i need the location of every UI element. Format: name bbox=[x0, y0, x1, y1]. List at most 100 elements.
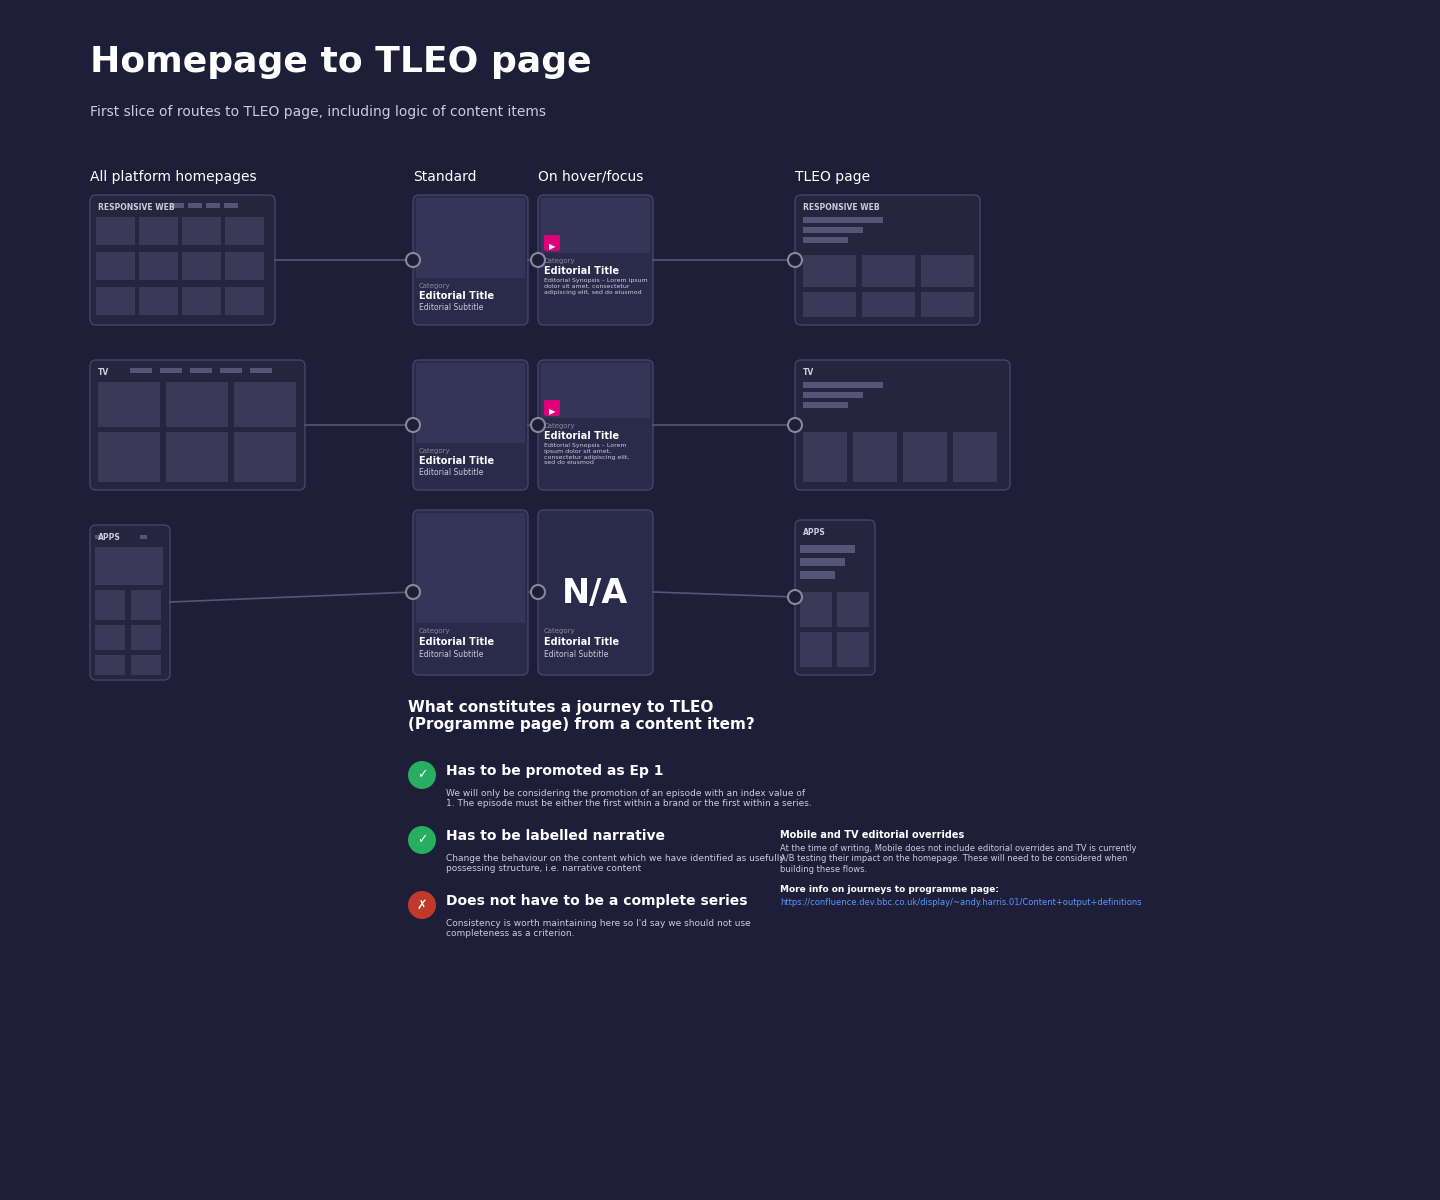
Bar bbox=[922, 254, 973, 287]
Text: Editorial Subtitle: Editorial Subtitle bbox=[544, 650, 608, 659]
Circle shape bbox=[406, 253, 420, 266]
FancyBboxPatch shape bbox=[544, 400, 560, 416]
Circle shape bbox=[408, 826, 436, 854]
Bar bbox=[863, 292, 914, 317]
FancyBboxPatch shape bbox=[539, 510, 652, 674]
Text: Editorial Title: Editorial Title bbox=[419, 290, 494, 301]
Bar bbox=[166, 432, 228, 482]
Bar bbox=[170, 203, 184, 208]
Text: Consistency is worth maintaining here so I'd say we should not use
completeness : Consistency is worth maintaining here so… bbox=[446, 919, 750, 938]
Bar bbox=[837, 592, 868, 626]
Bar bbox=[837, 632, 868, 667]
Text: Editorial Subtitle: Editorial Subtitle bbox=[419, 468, 484, 476]
Bar bbox=[804, 254, 855, 287]
Bar bbox=[233, 382, 297, 427]
Bar bbox=[220, 368, 242, 373]
Text: TV: TV bbox=[804, 368, 814, 377]
Text: All platform homepages: All platform homepages bbox=[89, 170, 256, 184]
Bar bbox=[96, 287, 135, 314]
Bar bbox=[804, 392, 863, 398]
Bar bbox=[98, 382, 160, 427]
FancyBboxPatch shape bbox=[795, 520, 876, 674]
Circle shape bbox=[531, 584, 544, 599]
Circle shape bbox=[408, 761, 436, 790]
Text: We will only be considering the promotion of an episode with an index value of
1: We will only be considering the promotio… bbox=[446, 790, 812, 809]
Bar bbox=[225, 217, 264, 245]
Text: ▶: ▶ bbox=[549, 242, 556, 251]
Bar bbox=[225, 287, 264, 314]
Text: On hover/focus: On hover/focus bbox=[539, 170, 644, 184]
Text: ▶: ▶ bbox=[549, 407, 556, 416]
Circle shape bbox=[406, 418, 420, 432]
Text: Category: Category bbox=[544, 422, 576, 428]
Bar bbox=[804, 432, 847, 482]
Circle shape bbox=[788, 253, 802, 266]
FancyBboxPatch shape bbox=[539, 194, 652, 325]
Text: APPS: APPS bbox=[98, 533, 121, 542]
Text: Editorial Subtitle: Editorial Subtitle bbox=[419, 650, 484, 659]
Bar bbox=[416, 198, 526, 278]
Bar bbox=[225, 252, 264, 280]
Text: Editorial Title: Editorial Title bbox=[544, 431, 619, 440]
Text: Mobile and TV editorial overrides: Mobile and TV editorial overrides bbox=[780, 830, 965, 840]
Text: Homepage to TLEO page: Homepage to TLEO page bbox=[89, 44, 592, 79]
Text: APPS: APPS bbox=[804, 528, 825, 538]
FancyBboxPatch shape bbox=[795, 194, 981, 325]
Text: Category: Category bbox=[544, 628, 576, 634]
Bar bbox=[541, 198, 649, 253]
Bar bbox=[131, 590, 161, 620]
FancyBboxPatch shape bbox=[413, 360, 528, 490]
Bar bbox=[801, 545, 855, 553]
Text: Standard: Standard bbox=[413, 170, 477, 184]
FancyBboxPatch shape bbox=[795, 360, 1009, 490]
Bar bbox=[131, 655, 161, 674]
Bar bbox=[801, 558, 845, 566]
Bar bbox=[160, 368, 181, 373]
Bar bbox=[95, 535, 102, 539]
Circle shape bbox=[788, 590, 802, 604]
Bar bbox=[95, 655, 125, 674]
Text: Editorial Subtitle: Editorial Subtitle bbox=[419, 302, 484, 312]
FancyBboxPatch shape bbox=[413, 194, 528, 325]
Circle shape bbox=[788, 418, 802, 432]
Text: More info on journeys to programme page:: More info on journeys to programme page: bbox=[780, 886, 999, 894]
Text: https://confluence.dev.bbc.co.uk/display/~andy.harris.01/Content+output+definiti: https://confluence.dev.bbc.co.uk/display… bbox=[780, 898, 1142, 907]
Bar bbox=[140, 217, 179, 245]
Text: Editorial Title: Editorial Title bbox=[544, 637, 619, 647]
Text: TLEO page: TLEO page bbox=[795, 170, 870, 184]
Bar bbox=[131, 625, 161, 650]
Bar bbox=[804, 227, 863, 233]
Bar bbox=[206, 203, 220, 208]
Text: Editorial Synopsis – Lorem
ipsum dolor sit amet,
consectetur adipiscing elit,
se: Editorial Synopsis – Lorem ipsum dolor s… bbox=[544, 443, 629, 466]
Text: ✓: ✓ bbox=[416, 768, 428, 781]
Text: Editorial Synopsis – Lorem ipsum
dolor sit amet, consectetur
adipiscing elit, se: Editorial Synopsis – Lorem ipsum dolor s… bbox=[544, 278, 648, 294]
Bar bbox=[251, 368, 272, 373]
Bar bbox=[804, 217, 883, 223]
Text: At the time of writing, Mobile does not include editorial overrides and TV is cu: At the time of writing, Mobile does not … bbox=[780, 844, 1136, 874]
Bar bbox=[96, 252, 135, 280]
Text: Category: Category bbox=[419, 628, 451, 634]
Bar bbox=[801, 571, 835, 578]
Bar bbox=[804, 236, 848, 242]
Bar bbox=[166, 382, 228, 427]
Bar bbox=[95, 590, 125, 620]
Circle shape bbox=[531, 253, 544, 266]
Text: Editorial Title: Editorial Title bbox=[544, 266, 619, 276]
Bar bbox=[233, 432, 297, 482]
Bar bbox=[852, 432, 897, 482]
FancyBboxPatch shape bbox=[89, 360, 305, 490]
Bar bbox=[189, 203, 202, 208]
Bar bbox=[804, 402, 848, 408]
Bar bbox=[804, 292, 855, 317]
Bar bbox=[96, 217, 135, 245]
Bar bbox=[140, 252, 179, 280]
Bar bbox=[953, 432, 996, 482]
Bar bbox=[801, 632, 832, 667]
Text: Does not have to be a complete series: Does not have to be a complete series bbox=[446, 894, 747, 908]
Bar bbox=[416, 514, 526, 623]
Bar bbox=[190, 368, 212, 373]
Bar bbox=[541, 362, 649, 418]
Text: Editorial Title: Editorial Title bbox=[419, 637, 494, 647]
Text: Category: Category bbox=[419, 448, 451, 454]
Text: Change the behaviour on the content which we have identified as usefully
possess: Change the behaviour on the content whic… bbox=[446, 854, 785, 874]
